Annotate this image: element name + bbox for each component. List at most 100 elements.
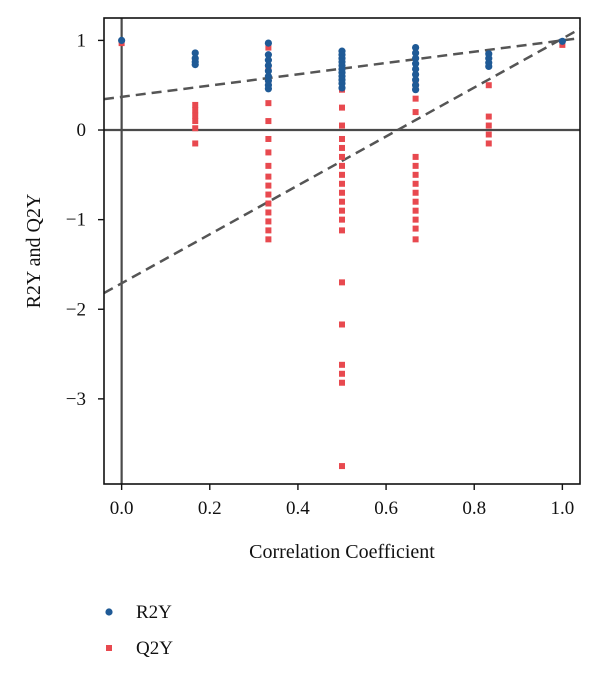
q2y-point bbox=[265, 218, 272, 225]
q2y-point bbox=[339, 370, 345, 377]
x-tick-label: 0.8 bbox=[462, 498, 486, 519]
q2y-point bbox=[192, 101, 199, 108]
legend-label-q2y: Q2Y bbox=[136, 638, 173, 659]
q2y-point bbox=[485, 131, 492, 138]
q2y-point bbox=[192, 140, 199, 147]
r2y-point bbox=[264, 85, 272, 93]
q2y-point bbox=[192, 125, 199, 132]
x-tick-label: 0.4 bbox=[286, 498, 310, 519]
q2y-point bbox=[339, 321, 345, 328]
x-tick-label: 0.6 bbox=[374, 498, 398, 519]
q2y-point bbox=[339, 171, 345, 178]
q2y-point bbox=[412, 162, 419, 169]
q2y-point bbox=[412, 171, 419, 178]
y-axis-title: R2Y and Q2Y bbox=[23, 194, 45, 309]
x-tick-label: 1.0 bbox=[550, 498, 574, 519]
q2y-point bbox=[265, 162, 272, 169]
plot-background bbox=[104, 18, 580, 484]
y-tick-label: −2 bbox=[66, 299, 86, 320]
q2y-point bbox=[265, 118, 272, 125]
q2y-point bbox=[339, 463, 345, 470]
q2y-point bbox=[192, 107, 199, 114]
legend-marker-r2y bbox=[105, 608, 113, 616]
x-tick-label: 0.2 bbox=[198, 498, 222, 519]
legend-label-r2y: R2Y bbox=[136, 602, 172, 623]
q2y-point bbox=[412, 153, 419, 160]
q2y-point bbox=[339, 122, 345, 129]
q2y-point bbox=[339, 379, 345, 386]
q2y-point bbox=[265, 236, 272, 243]
q2y-point bbox=[339, 279, 345, 286]
y-tick-label: 1 bbox=[77, 30, 87, 51]
r2y-point bbox=[191, 49, 199, 57]
q2y-point bbox=[412, 225, 419, 232]
q2y-point bbox=[412, 109, 419, 116]
legend: R2Y Q2Y bbox=[105, 602, 173, 659]
q2y-point bbox=[339, 361, 345, 368]
q2y-point bbox=[339, 216, 345, 223]
r2y-point bbox=[412, 65, 420, 73]
q2y-point bbox=[412, 180, 419, 187]
q2y-point bbox=[485, 113, 492, 120]
q2y-point bbox=[412, 198, 419, 205]
q2y-point bbox=[339, 180, 345, 187]
r2y-point bbox=[264, 67, 272, 75]
q2y-point bbox=[265, 149, 272, 156]
q2y-point bbox=[265, 209, 272, 216]
r2y-point bbox=[412, 54, 420, 62]
x-axis-title: Correlation Coefficient bbox=[249, 541, 435, 563]
q2y-point bbox=[412, 216, 419, 223]
r2y-point bbox=[412, 43, 420, 52]
r2y-point bbox=[412, 60, 420, 68]
q2y-point bbox=[412, 95, 419, 102]
q2y-point bbox=[485, 82, 492, 89]
r2y-point bbox=[264, 39, 272, 47]
q2y-point bbox=[485, 122, 492, 129]
reference-lines bbox=[104, 27, 580, 295]
r2y-point bbox=[485, 62, 493, 70]
q2y-point bbox=[265, 100, 272, 107]
q2y-point bbox=[339, 207, 345, 214]
r2y-point bbox=[118, 36, 126, 45]
x-tick-label: 0.0 bbox=[110, 498, 134, 519]
x-axis-ticks: 0.0 0.2 0.4 0.6 0.8 1.0 bbox=[110, 484, 574, 519]
y-tick-label: −1 bbox=[66, 210, 86, 231]
legend-marker-q2y bbox=[106, 645, 112, 651]
plot-area bbox=[104, 18, 580, 484]
plot-border bbox=[103, 17, 581, 485]
q2y-point bbox=[339, 227, 345, 234]
q2y-point bbox=[485, 140, 492, 147]
q2y-point bbox=[339, 162, 345, 169]
y-tick-label: −3 bbox=[66, 389, 86, 410]
q2y-point bbox=[265, 182, 272, 189]
q2y-point bbox=[339, 144, 345, 151]
r2y-point bbox=[412, 86, 420, 94]
q2y-point bbox=[265, 191, 272, 198]
y-axis-ticks: 1 0 −1 −2 −3 bbox=[66, 30, 104, 410]
q2y-point bbox=[339, 153, 345, 160]
q2y-point bbox=[412, 189, 419, 196]
q2y-point bbox=[265, 200, 272, 207]
r2y-point bbox=[412, 70, 420, 79]
r2y-point bbox=[264, 56, 272, 64]
r2y-point bbox=[412, 76, 420, 84]
r2y-point bbox=[191, 61, 199, 69]
q2y-point bbox=[265, 135, 272, 142]
r2y-point bbox=[338, 84, 346, 92]
plot-frame bbox=[103, 17, 581, 485]
r2y-point bbox=[264, 51, 272, 59]
q2y-point bbox=[265, 173, 272, 180]
r2y-point bbox=[264, 61, 272, 70]
y-tick-label: 0 bbox=[77, 120, 87, 141]
q2y-point bbox=[339, 135, 345, 142]
q2y-point bbox=[192, 118, 199, 125]
q2y-point bbox=[339, 104, 345, 111]
q2y-point bbox=[412, 207, 419, 214]
q2y-point bbox=[192, 112, 199, 119]
r2y-point bbox=[412, 49, 420, 57]
reference-line-q2y bbox=[104, 27, 580, 295]
q2y-point bbox=[412, 236, 419, 243]
r2y-point bbox=[558, 37, 566, 45]
q2y-point bbox=[339, 189, 345, 196]
